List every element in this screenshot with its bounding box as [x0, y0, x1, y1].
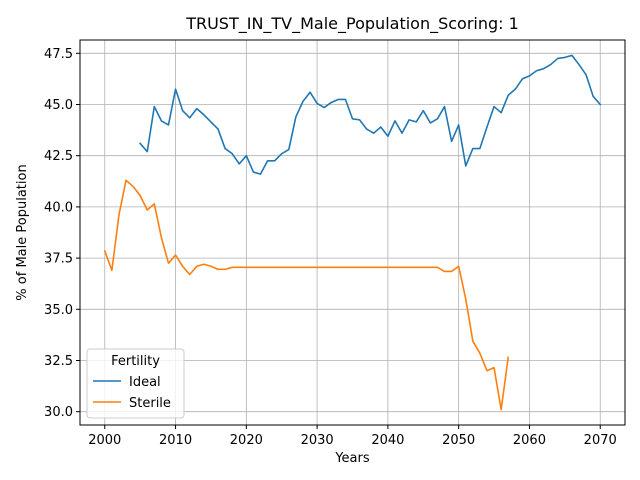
x-tick-label: 2030 [301, 433, 334, 448]
legend-title: Fertility [111, 354, 160, 369]
legend-items: Ideal Sterile [93, 375, 171, 411]
y-tick-label: 47.5 [44, 47, 73, 62]
x-tick-label: 2010 [159, 433, 192, 448]
chart-title: TRUST_IN_TV_Male_Population_Scoring: 1 [185, 14, 519, 34]
x-tick-label: 2070 [584, 433, 617, 448]
x-tick-label: 2000 [88, 433, 121, 448]
x-tick-label: 2050 [442, 433, 475, 448]
y-tick-label: 32.5 [44, 354, 73, 369]
legend-label-ideal: Ideal [129, 375, 161, 390]
axis-ticks: 2000 2010 2020 2030 2040 2050 2060 2070 30.0 32.5… [44, 47, 617, 448]
series-line-sterile [103, 179, 510, 411]
y-tick-label: 30.0 [44, 405, 73, 420]
legend-label-sterile: Sterile [129, 396, 171, 411]
y-tick-label: 35.0 [44, 303, 73, 318]
series-lines [103, 54, 602, 411]
x-tick-label: 2040 [371, 433, 404, 448]
x-tick-label: 2020 [230, 433, 263, 448]
x-axis-label: Years [334, 451, 370, 466]
y-tick-label: 42.5 [44, 149, 73, 164]
y-tick-label: 37.5 [44, 252, 73, 267]
legend: Fertility Ideal Sterile [86, 348, 185, 419]
y-tick-label: 45.0 [44, 98, 73, 113]
y-tick-label: 40.0 [44, 200, 73, 215]
series-line-ideal [139, 54, 602, 175]
legend-box [86, 348, 185, 419]
plot-frame [79, 39, 626, 426]
x-tick-label: 2060 [513, 433, 546, 448]
y-axis-label: % of Male Population [15, 164, 30, 300]
